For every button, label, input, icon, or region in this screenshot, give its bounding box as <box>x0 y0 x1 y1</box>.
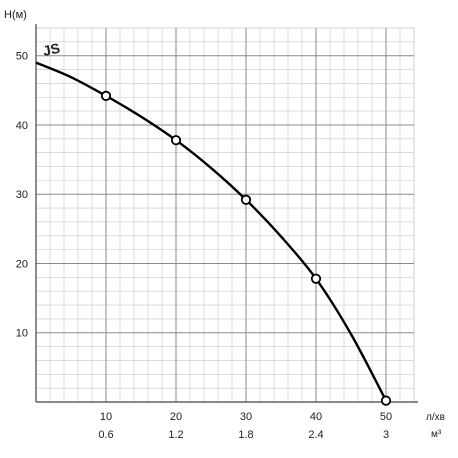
x-tick-label-secondary: 2.4 <box>308 429 323 441</box>
major-grid <box>36 28 414 402</box>
y-axis-label: H(м) <box>4 9 27 21</box>
x-tick-label: 40 <box>310 411 322 423</box>
data-point-marker <box>310 273 322 284</box>
x-unit-secondary: м³ <box>431 429 442 440</box>
series-label-js: JS <box>41 40 61 59</box>
axes <box>35 24 418 403</box>
data-point-marker <box>170 135 182 146</box>
y-tick-label: 10 <box>16 328 28 340</box>
series-line-js <box>35 61 388 402</box>
tick-labels: 10 0.6 20 1.2 30 1.8 40 2.4 50 3 10 20 30 40 50 <box>16 51 392 441</box>
x-tick-label-secondary: 3 <box>383 429 389 441</box>
y-tick-label: 30 <box>16 189 28 201</box>
x-unit-primary: л/хв <box>426 412 445 423</box>
x-tick-label-secondary: 1.2 <box>168 429 183 441</box>
y-tick-label: 50 <box>16 51 28 63</box>
data-point-marker <box>380 395 392 406</box>
series-layer <box>35 61 392 406</box>
x-tick-label-secondary: 0.6 <box>98 429 113 441</box>
x-tick-label: 10 <box>100 411 112 423</box>
x-tick-label: 20 <box>170 411 182 423</box>
x-tick-label: 30 <box>240 411 252 423</box>
y-tick-label: 40 <box>16 120 28 132</box>
data-point-marker <box>240 194 252 205</box>
data-point-marker <box>100 90 112 101</box>
x-tick-label: 50 <box>380 411 392 423</box>
y-tick-label: 20 <box>16 258 28 270</box>
x-tick-label-secondary: 1.8 <box>238 429 253 441</box>
